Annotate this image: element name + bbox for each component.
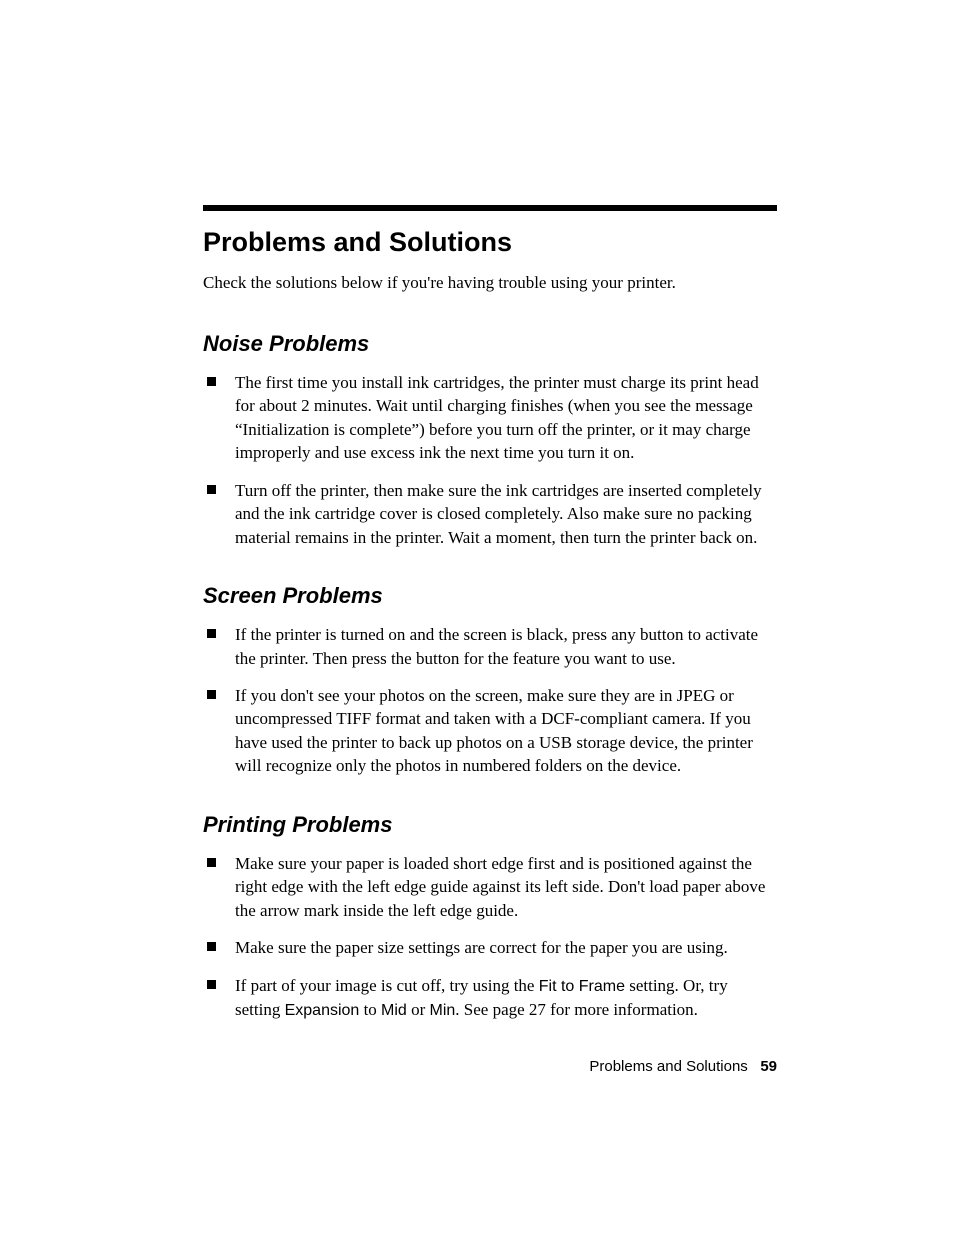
body-text: to	[359, 1000, 381, 1019]
list-item: If part of your image is cut off, try us…	[203, 974, 777, 1022]
body-text: If part of your image is cut off, try us…	[235, 976, 539, 995]
section-heading-printing: Printing Problems	[203, 812, 777, 838]
body-text: . See page 27 for more information.	[455, 1000, 698, 1019]
page-footer: Problems and Solutions 59	[0, 1058, 777, 1075]
bullet-list-noise: The first time you install ink cartridge…	[203, 371, 777, 549]
main-title: Problems and Solutions	[203, 227, 777, 258]
footer-section-label: Problems and Solutions	[589, 1058, 747, 1075]
footer-page-number: 59	[760, 1058, 777, 1075]
ui-term-min: Min	[430, 1002, 456, 1019]
list-item: Turn off the printer, then make sure the…	[203, 479, 777, 549]
list-item: Make sure the paper size settings are co…	[203, 936, 777, 959]
document-page: Problems and Solutions Check the solutio…	[0, 0, 954, 1235]
bullet-list-printing: Make sure your paper is loaded short edg…	[203, 852, 777, 1022]
ui-term-expansion: Expansion	[285, 1002, 360, 1019]
body-text: or	[407, 1000, 430, 1019]
list-item: Make sure your paper is loaded short edg…	[203, 852, 777, 922]
section-heading-noise: Noise Problems	[203, 331, 777, 357]
list-item: If the printer is turned on and the scre…	[203, 623, 777, 670]
ui-term-mid: Mid	[381, 1002, 407, 1019]
intro-paragraph: Check the solutions below if you're havi…	[203, 272, 777, 295]
bullet-list-screen: If the printer is turned on and the scre…	[203, 623, 777, 778]
list-item: The first time you install ink cartridge…	[203, 371, 777, 465]
ui-term-fit-to-frame: Fit to Frame	[539, 978, 625, 995]
section-heading-screen: Screen Problems	[203, 583, 777, 609]
list-item: If you don't see your photos on the scre…	[203, 684, 777, 778]
section-rule	[203, 205, 777, 211]
